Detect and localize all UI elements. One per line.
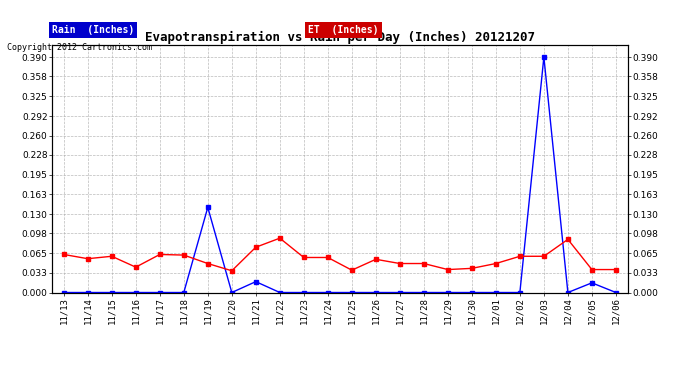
Text: Rain  (Inches): Rain (Inches) [52,25,134,35]
Title: Evapotranspiration vs Rain per Day (Inches) 20121207: Evapotranspiration vs Rain per Day (Inch… [145,31,535,44]
Text: Copyright 2012 Cartronics.com: Copyright 2012 Cartronics.com [7,43,152,52]
Text: ET  (Inches): ET (Inches) [308,25,379,35]
